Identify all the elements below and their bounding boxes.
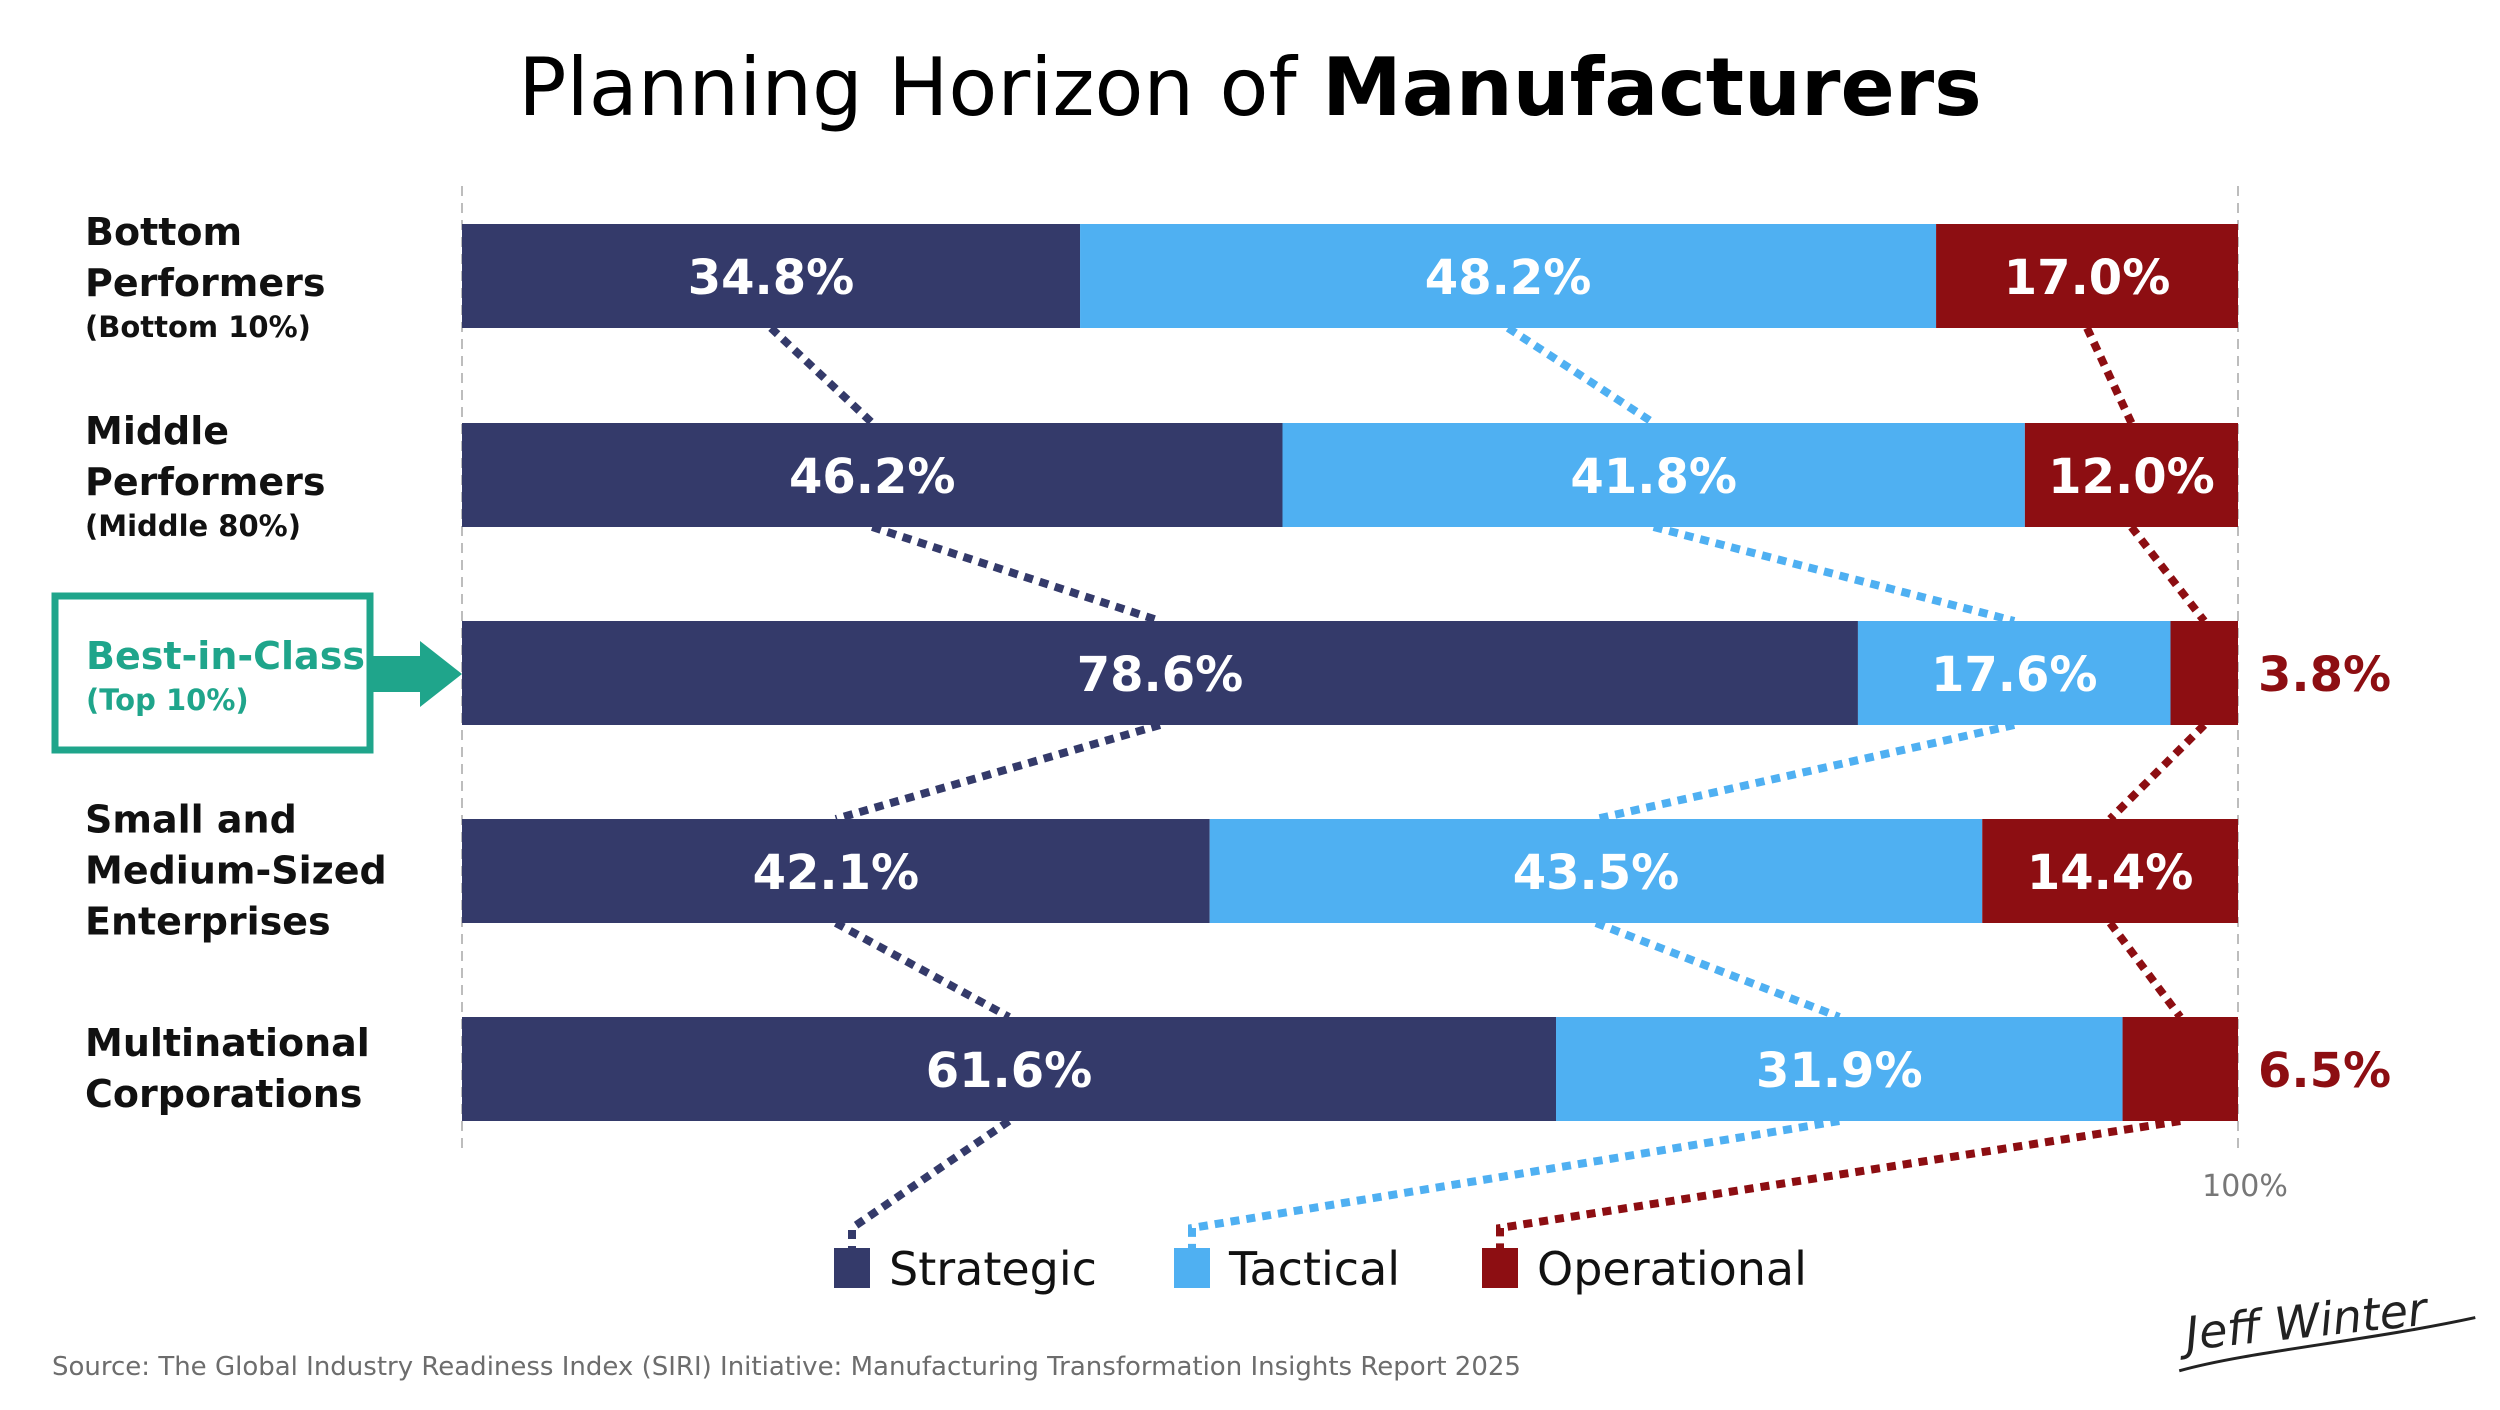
bar-row-4: 42.1% 43.5% 14.4% Small and Medium-Sized Ente… (85, 798, 2238, 944)
legend: Strategic Tactical Operational (834, 1242, 1807, 1296)
bar-segment-strategic (462, 621, 1858, 725)
bar-segment-operational (1936, 224, 2238, 328)
legend-label-tactical: Tactical (1228, 1242, 1400, 1296)
category-label: Middle (85, 409, 229, 453)
connector-operational-3 (2106, 920, 2184, 1020)
data-label-strategic: 78.6% (1077, 647, 1244, 703)
category-label: Corporations (85, 1072, 362, 1116)
data-label-tactical: 48.2% (1425, 250, 1592, 306)
legend-label-operational: Operational (1537, 1242, 1807, 1296)
bar-segment-operational (1982, 819, 2238, 923)
bar-segment-tactical (1209, 819, 1983, 923)
category-label: Multinational (85, 1021, 370, 1065)
data-label-operational: 17.0% (2004, 250, 2171, 306)
chart-title: Planning Horizon of Manufacturers (518, 41, 1982, 134)
category-sublabel: (Middle 80%) (85, 509, 301, 543)
axis-end-label: 100% (2202, 1169, 2288, 1204)
bar-row-5: 61.6% 31.9% 6.5% Multinational Corporations (85, 1017, 2391, 1121)
category-label: Small and (85, 798, 297, 842)
bar-segment-operational (2122, 1017, 2238, 1121)
bar-segment-strategic (462, 423, 1283, 527)
source-note: Source: The Global Industry Readiness In… (52, 1352, 1521, 1382)
data-label-strategic: 61.6% (926, 1043, 1093, 1099)
bar-segment-strategic (462, 224, 1081, 328)
data-label-tactical: 31.9% (1756, 1043, 1923, 1099)
connector-tactical-legend (1188, 1117, 1840, 1248)
data-label-operational: 3.8% (2258, 647, 2391, 703)
signature: Jeff Winter (2175, 1281, 2476, 1373)
connector-strategic-3 (833, 919, 1011, 1021)
bar-row-3: 78.6% 17.6% 3.8% Best-in-Class (Top 10%) (51, 592, 2391, 754)
connector-strategic-legend (848, 1117, 1012, 1248)
data-label-operational: 14.4% (2027, 845, 2194, 901)
connector-operational-legend (1496, 1117, 2181, 1248)
data-label-strategic: 46.2% (789, 449, 956, 505)
bar-row-2: 46.2% 41.8% 12.0% Middle Performers (Middle 8… (85, 409, 2238, 543)
connector-strategic-1 (871, 523, 1162, 625)
chart-title-light: Planning Horizon of (518, 41, 1322, 134)
data-label-operational: 12.0% (2048, 449, 2215, 505)
category-label: Performers (85, 460, 325, 504)
connector-strategic-2 (834, 721, 1162, 823)
connector-tactical-1 (1652, 523, 2016, 625)
connector-operational-0 (2083, 326, 2136, 425)
legend-swatch-operational (1482, 1248, 1518, 1288)
data-label-strategic: 42.1% (753, 845, 920, 901)
connector-tactical-0 (1505, 324, 1656, 427)
connector-lines (768, 324, 2208, 1248)
bar-segment-strategic (462, 819, 1210, 923)
highlight-box (51, 592, 374, 754)
data-label-strategic: 34.8% (688, 250, 855, 306)
highlight-arrow-icon (372, 641, 462, 707)
connector-operational-2 (2107, 722, 2208, 822)
connector-strategic-0 (768, 325, 875, 426)
category-sublabel: (Bottom 10%) (85, 310, 311, 344)
category-label: Enterprises (85, 900, 331, 944)
category-label: Performers (85, 261, 325, 305)
connector-tactical-3 (1594, 919, 1841, 1021)
connector-tactical-2 (1595, 721, 2016, 823)
bar-segment-tactical (1282, 423, 2025, 527)
bar-segment-tactical (1857, 621, 2171, 725)
data-label-tactical: 41.8% (1570, 449, 1737, 505)
category-label: Bottom (85, 210, 242, 254)
signature-stroke (2178, 1316, 2476, 1373)
bar-segment-tactical (1556, 1017, 2123, 1121)
category-sublabel: (Top 10%) (86, 683, 249, 717)
bar-segment-operational (2024, 423, 2238, 527)
category-label: Medium-Sized (85, 849, 387, 893)
bar-segment-strategic (462, 1017, 1557, 1121)
bar-segment-tactical (1080, 224, 1937, 328)
category-label: Best-in-Class (86, 634, 365, 678)
data-label-tactical: 17.6% (1931, 647, 2098, 703)
legend-swatch-strategic (834, 1248, 870, 1288)
bar-row-1: 34.8% 48.2% 17.0% Bottom Performers (Bottom 1… (85, 210, 2238, 344)
legend-label-strategic: Strategic (889, 1242, 1097, 1296)
bar-segment-operational (2170, 621, 2238, 725)
data-label-operational: 6.5% (2258, 1043, 2391, 1099)
data-label-tactical: 43.5% (1513, 845, 1680, 901)
chart-title-bold: Manufacturers (1322, 41, 1982, 134)
signature-text: Jeff Winter (2175, 1281, 2433, 1361)
connector-operational-1 (2128, 524, 2208, 624)
legend-swatch-tactical (1174, 1248, 1210, 1288)
